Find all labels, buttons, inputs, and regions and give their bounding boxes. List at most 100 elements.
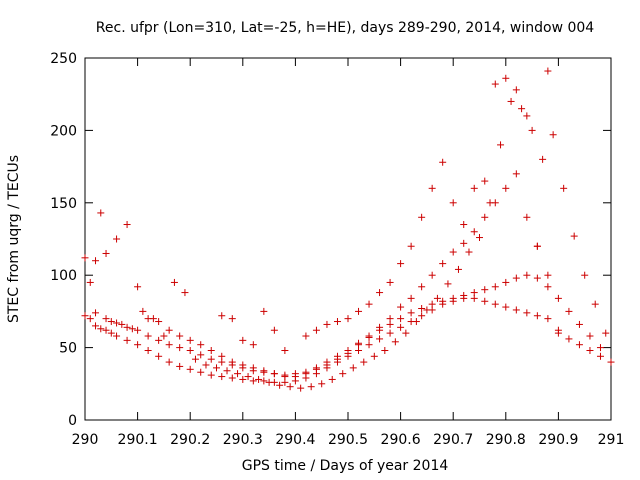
x-axis: 290 290.1 290.2 290.3 290.4 290.5 290.6 290.7 29… — [72, 58, 624, 448]
data-point — [339, 370, 347, 378]
data-point — [491, 283, 499, 291]
data-point — [207, 371, 215, 379]
data-point — [449, 199, 457, 207]
data-point — [418, 213, 426, 221]
data-point — [481, 213, 489, 221]
data-point — [281, 373, 289, 381]
data-point — [376, 289, 384, 297]
data-point — [260, 377, 268, 385]
data-point — [355, 307, 363, 315]
chart-title: Rec. ufpr (Lon=310, Lat=-25, h=HE), days… — [96, 20, 595, 36]
data-point — [423, 306, 431, 314]
data-point — [391, 338, 399, 346]
data-point — [549, 131, 557, 139]
data-point — [502, 184, 510, 192]
data-point — [249, 364, 257, 372]
data-point — [407, 242, 415, 250]
data-point — [81, 254, 89, 262]
data-point — [439, 260, 447, 268]
data-point — [470, 228, 478, 236]
y-tick-label: 250 — [50, 51, 77, 67]
data-point — [428, 184, 436, 192]
data-point — [344, 315, 352, 323]
data-point — [444, 280, 452, 288]
data-point — [465, 248, 473, 256]
data-point — [554, 329, 562, 337]
data-point — [596, 344, 604, 352]
data-point — [481, 286, 489, 294]
data-point — [255, 375, 263, 383]
data-point — [428, 271, 436, 279]
data-point — [197, 341, 205, 349]
data-point — [170, 278, 178, 286]
data-point — [86, 278, 94, 286]
data-point — [155, 352, 163, 360]
data-point — [518, 105, 526, 113]
data-point — [376, 323, 384, 331]
data-point — [570, 232, 578, 240]
data-point — [460, 239, 468, 247]
data-point — [523, 309, 531, 317]
data-point — [113, 332, 121, 340]
data-point — [312, 326, 320, 334]
x-tick-label: 290.2 — [170, 432, 210, 448]
data-point — [123, 336, 131, 344]
data-point — [102, 249, 110, 257]
data-point — [586, 346, 594, 354]
y-tick-label: 50 — [59, 341, 77, 357]
data-point — [470, 184, 478, 192]
data-point — [155, 318, 163, 326]
data-point — [428, 300, 436, 308]
plot-frame — [84, 57, 612, 421]
data-point — [407, 309, 415, 317]
data-point — [323, 320, 331, 328]
data-point — [349, 364, 357, 372]
data-point — [81, 312, 89, 320]
data-point — [386, 315, 394, 323]
data-point — [512, 306, 520, 314]
data-point — [544, 67, 552, 75]
data-point — [239, 336, 247, 344]
data-point — [449, 294, 457, 302]
data-point — [370, 352, 378, 360]
data-point — [234, 370, 242, 378]
data-point — [218, 352, 226, 360]
data-point — [302, 370, 310, 378]
data-point — [528, 126, 536, 134]
data-point — [418, 283, 426, 291]
data-point — [244, 373, 252, 381]
data-point — [607, 358, 615, 366]
data-point — [491, 80, 499, 88]
data-point — [397, 260, 405, 268]
data-point — [386, 278, 394, 286]
data-point — [207, 355, 215, 363]
y-tick-label: 100 — [50, 268, 77, 284]
data-point — [575, 341, 583, 349]
data-point — [476, 234, 483, 242]
data-point — [186, 346, 194, 354]
data-point — [481, 177, 489, 185]
data-point — [134, 341, 142, 349]
data-point — [486, 199, 494, 207]
data-point — [502, 278, 510, 286]
data-point — [92, 322, 100, 330]
data-point — [165, 326, 173, 334]
data-point — [228, 315, 236, 323]
data-point — [155, 336, 163, 344]
data-point — [523, 213, 531, 221]
x-tick-label: 290.8 — [486, 432, 526, 448]
y-tick-label: 150 — [50, 196, 77, 212]
data-point — [381, 346, 389, 354]
data-point — [397, 315, 405, 323]
data-point — [149, 315, 157, 323]
data-point — [218, 312, 226, 320]
data-point — [123, 323, 131, 331]
data-point — [197, 351, 205, 359]
data-point — [207, 346, 215, 354]
data-point — [191, 355, 199, 363]
data-point — [160, 332, 168, 340]
data-point — [86, 315, 94, 323]
data-point — [307, 383, 315, 391]
data-point — [402, 329, 410, 337]
data-point — [181, 289, 189, 297]
